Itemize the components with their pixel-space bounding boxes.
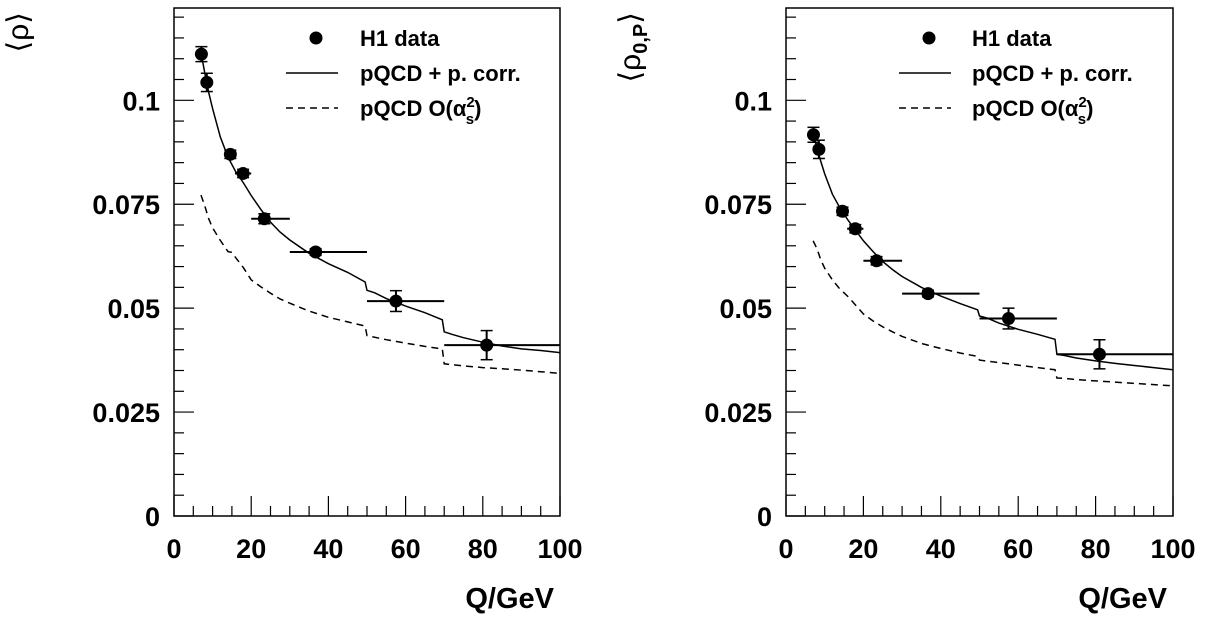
legend-label-sup: 2 (466, 94, 474, 111)
y-tick-label: 0.025 (704, 398, 772, 428)
data-marker (836, 204, 850, 218)
x-tick-label: 40 (313, 534, 343, 564)
data-marker (480, 338, 494, 352)
data-marker (194, 47, 208, 61)
x-tick-label: 20 (236, 534, 266, 564)
data-point (367, 289, 445, 313)
chart-left-rho: 0 0.025 0.05 0.075 0.1 0 20 40 60 80 100 Q/GeV ⟨ρ⟩ H1… (2, 7, 583, 615)
legend-label: H1 data (360, 26, 440, 51)
legend-label-sub: s (1078, 111, 1086, 128)
y-tick-label: 0.025 (92, 398, 160, 428)
x-tick-label: 60 (391, 534, 421, 564)
legend: H1 data pQCD + p. corr. pQCD O(α2 s) (899, 26, 1133, 128)
data-point (847, 222, 864, 236)
x-axis-title: Q/GeV (1078, 583, 1167, 615)
x-tick-label: 0 (778, 534, 793, 564)
chart-right-rho0p: 0 0.025 0.05 0.075 0.1 0 20 40 60 80 100 Q/GeV ⟨ρ0,P… (614, 7, 1196, 615)
x-tick-label: 80 (468, 534, 498, 564)
data-point (223, 147, 237, 161)
legend-label: pQCD + p. corr. (360, 61, 521, 86)
data-marker (236, 166, 250, 180)
legend-label-text: H1 data (972, 26, 1052, 51)
y-axis-title: ⟨ρ0,P⟩ (614, 12, 652, 83)
x-tick-label: 80 (1081, 534, 1111, 564)
data-marker (1002, 312, 1016, 326)
y-tick-label: 0.1 (122, 86, 160, 116)
legend-label: pQCD O(α2 s) (972, 94, 1093, 128)
y-tick-label: 0.05 (719, 294, 772, 324)
y-tick-label: 0.075 (704, 190, 772, 220)
legend-label-text: pQCD + p. corr. (360, 61, 521, 86)
data-point (444, 329, 560, 361)
y-tick-label: 0.075 (92, 190, 160, 220)
data-point (251, 212, 290, 226)
legend-label-sup: 2 (1078, 94, 1086, 111)
pqcd-dashed-curve (200, 194, 560, 375)
x-tick-label: 100 (537, 534, 582, 564)
data-marker (1092, 347, 1106, 361)
data-point (289, 245, 367, 259)
data-marker (806, 128, 820, 142)
legend-label-close: ) (474, 96, 481, 121)
y-axis-title-sub: 0,P (630, 24, 652, 54)
data-point (902, 287, 980, 301)
data-point (863, 254, 903, 268)
pqcd-corrected-curve (812, 134, 1173, 371)
y-tick-label: 0 (757, 502, 772, 532)
y-axis-title-main: ⟨ρ (614, 54, 647, 83)
legend-label-text: H1 data (360, 26, 440, 51)
data-point (200, 72, 214, 93)
data-point (1056, 338, 1173, 370)
x-tick-label: 100 (1150, 534, 1195, 564)
data-marker (200, 75, 214, 89)
data-marker (921, 287, 935, 301)
data-point (234, 166, 252, 180)
data-marker (257, 212, 271, 226)
x-tick-label: 40 (926, 534, 956, 564)
legend-label-close: ) (1086, 96, 1093, 121)
legend: H1 data pQCD + p. corr. pQCD O(α2 s) (286, 26, 521, 128)
legend-label-sub: s (466, 111, 474, 128)
data-point (836, 204, 850, 218)
data-point (979, 307, 1057, 330)
legend-label-text: pQCD + p. corr. (972, 61, 1133, 86)
y-tick-label: 0.1 (734, 86, 772, 116)
data-marker (389, 294, 403, 308)
y-tick-label: 0.05 (107, 294, 160, 324)
legend-label-text: pQCD O(α (360, 96, 467, 121)
legend-label-text: pQCD O(α (972, 96, 1079, 121)
y-axis-title-close: ⟩ (614, 12, 647, 24)
data-marker (870, 254, 884, 268)
legend-marker (922, 31, 936, 45)
y-axis-title: ⟨ρ⟩ (2, 12, 35, 52)
data-point (194, 45, 208, 63)
x-tick-label: 20 (848, 534, 878, 564)
data-point (812, 139, 826, 160)
data-marker (309, 245, 323, 259)
legend-marker (309, 31, 323, 45)
legend-label: pQCD + p. corr. (972, 61, 1133, 86)
x-axis-title: Q/GeV (465, 583, 554, 615)
data-marker (848, 222, 862, 236)
x-tick-label: 0 (166, 534, 181, 564)
y-tick-label: 0 (145, 502, 160, 532)
x-tick-label: 60 (1003, 534, 1033, 564)
legend-label: pQCD O(α2 s) (360, 94, 481, 128)
legend-label: H1 data (972, 26, 1052, 51)
data-marker (812, 142, 826, 156)
data-marker (223, 147, 237, 161)
